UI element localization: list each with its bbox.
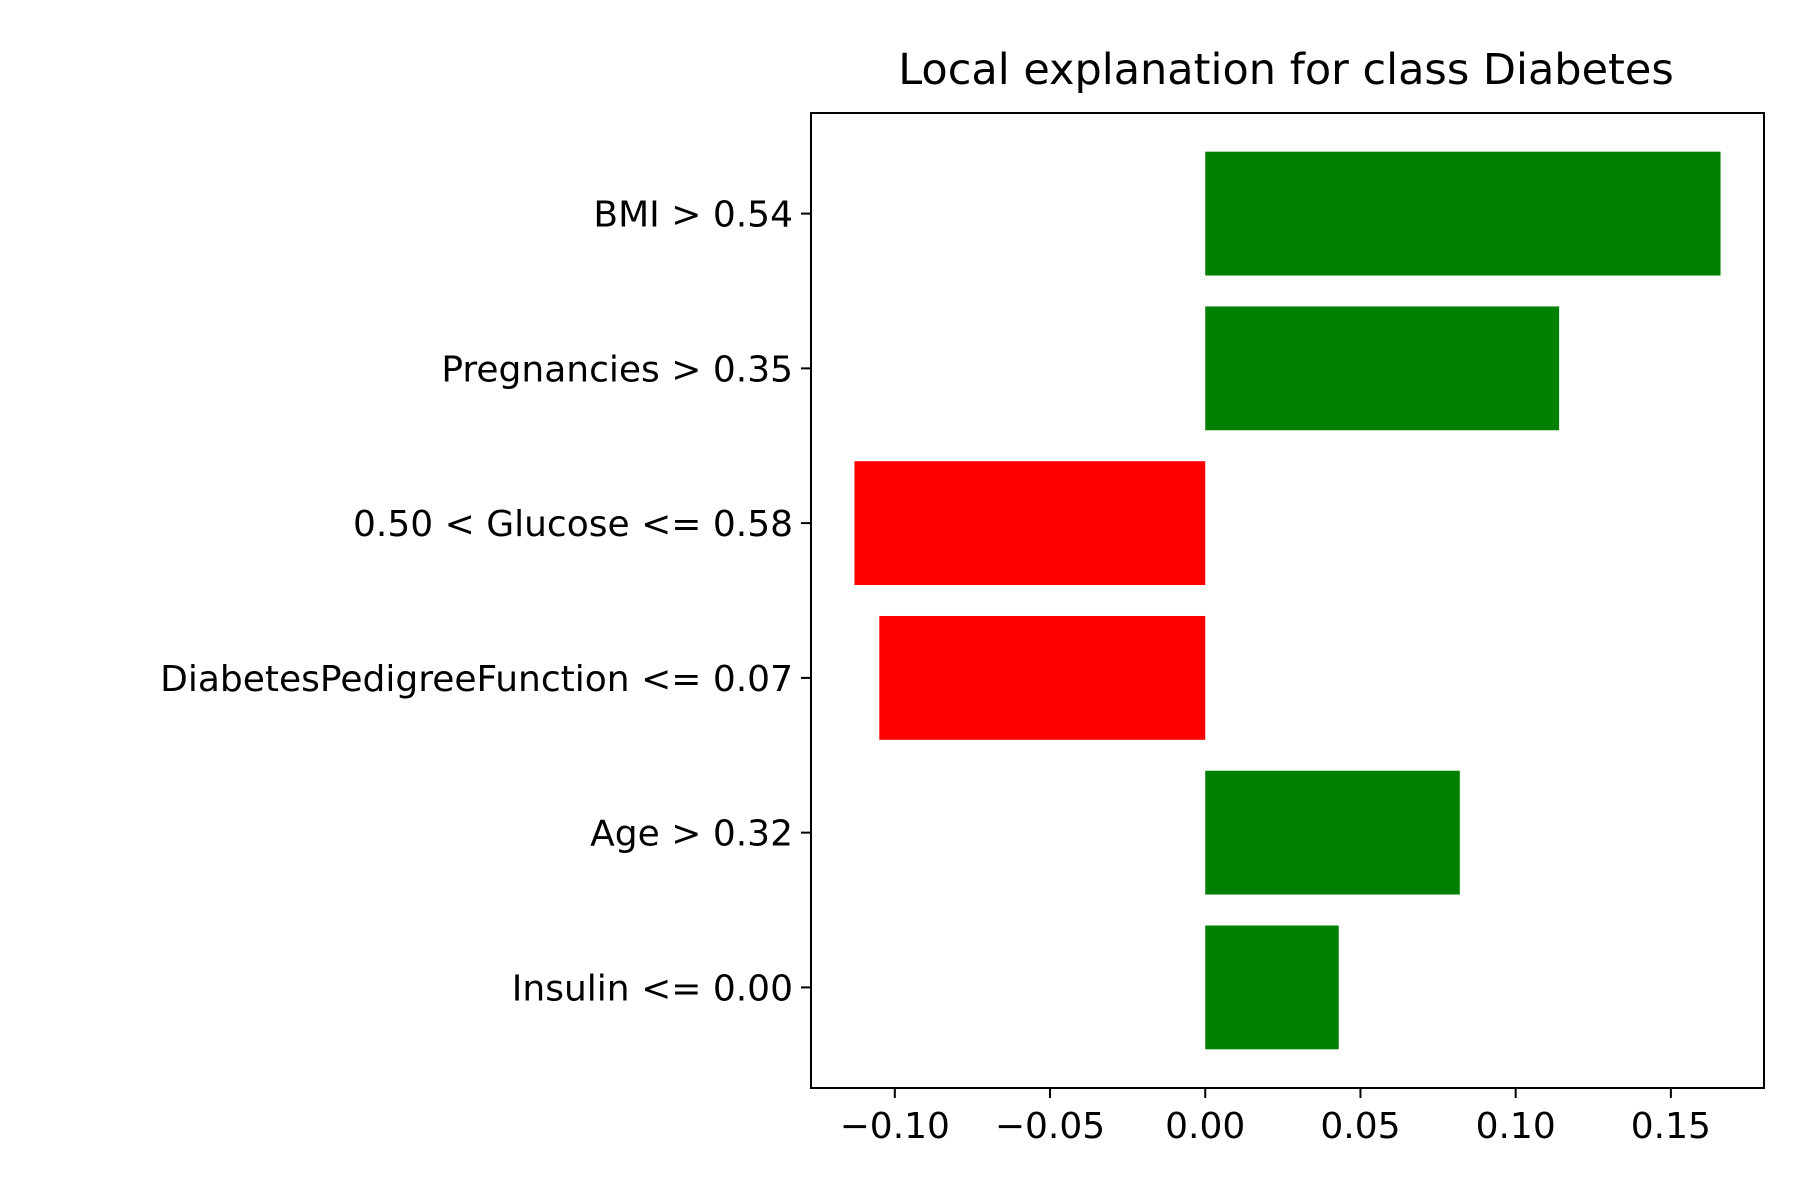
bar-2: [854, 461, 1206, 586]
xtick-label-5: 0.15: [1631, 1106, 1711, 1147]
ytick-label-4: Age > 0.32: [590, 814, 793, 855]
chart-title: Local explanation for class Diabetes: [898, 45, 1674, 95]
bar-5: [1205, 925, 1339, 1050]
ytick-label-3: DiabetesPedigreeFunction <= 0.07: [160, 659, 793, 700]
bar-4: [1205, 770, 1460, 895]
xtick-label-3: 0.05: [1320, 1106, 1400, 1147]
ytick-label-0: BMI > 0.54: [593, 195, 793, 236]
axes-frame: [810, 112, 1765, 1089]
ytick-label-2: 0.50 < Glucose <= 0.58: [353, 504, 793, 545]
bar-1: [1205, 306, 1560, 431]
axes-group: BMI > 0.54 Pregnancies > 0.35 0.50 < Gluco…: [160, 195, 1711, 1147]
ytick-label-5: Insulin <= 0.00: [512, 968, 793, 1009]
bar-3: [879, 615, 1206, 740]
bar-0: [1205, 151, 1721, 276]
ytick-label-1: Pregnancies > 0.35: [441, 349, 793, 390]
xtick-label-4: 0.10: [1476, 1106, 1556, 1147]
xtick-label-2: 0.00: [1165, 1106, 1245, 1147]
xtick-label-1: −0.05: [995, 1106, 1105, 1147]
xtick-label-0: −0.10: [840, 1106, 950, 1147]
bars-group: [854, 151, 1721, 1050]
